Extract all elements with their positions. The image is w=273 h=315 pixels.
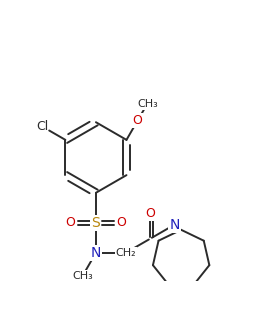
Text: O: O (146, 207, 155, 220)
Text: O: O (132, 114, 142, 128)
Text: Cl: Cl (36, 120, 49, 133)
Text: O: O (116, 216, 126, 229)
Text: N: N (91, 246, 101, 260)
Text: O: O (66, 216, 75, 229)
Text: CH₂: CH₂ (115, 248, 136, 258)
Text: CH₃: CH₃ (137, 99, 158, 109)
Text: N: N (170, 218, 180, 232)
Text: S: S (91, 216, 100, 230)
Text: CH₃: CH₃ (72, 271, 93, 281)
